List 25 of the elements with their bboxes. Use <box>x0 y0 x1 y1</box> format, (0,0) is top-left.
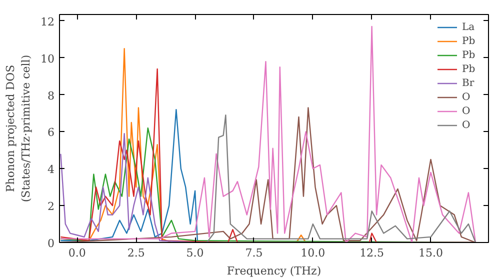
y-tick-label: 8 <box>48 89 54 102</box>
x-tick-label: 15.0 <box>418 246 444 260</box>
y-axis-title: Phonon projected DOS (States/THz·primitive cell) <box>4 54 33 202</box>
x-tick-label: 5.0 <box>186 246 204 260</box>
legend-label: Br <box>462 76 476 90</box>
x-tick-label: 2.5 <box>127 246 145 260</box>
y-tick-label: 6 <box>48 126 54 140</box>
x-tick-label: 7.5 <box>245 246 263 260</box>
y-tick-label: 4 <box>48 163 54 176</box>
y-tick-label: 0 <box>48 237 54 250</box>
legend-label: La <box>462 20 476 34</box>
x-tick-label: 12.5 <box>360 246 384 260</box>
x-tick-label: 0.0 <box>68 246 86 260</box>
x-axis-title: Frequency (THz) <box>226 264 322 278</box>
legend-label: Pb <box>462 34 476 48</box>
y-tick-label: 10 <box>40 52 55 66</box>
legend-label: Pb <box>462 48 476 62</box>
y-tick-label: 2 <box>48 200 54 214</box>
legend-label: Pb <box>462 62 476 76</box>
legend-label: O <box>462 118 472 132</box>
line-series <box>60 108 198 242</box>
legend-label: O <box>462 104 472 118</box>
x-tick-label: 10.0 <box>300 246 326 260</box>
legend-label: O <box>462 90 472 104</box>
y-tick-label: 12 <box>40 15 55 28</box>
